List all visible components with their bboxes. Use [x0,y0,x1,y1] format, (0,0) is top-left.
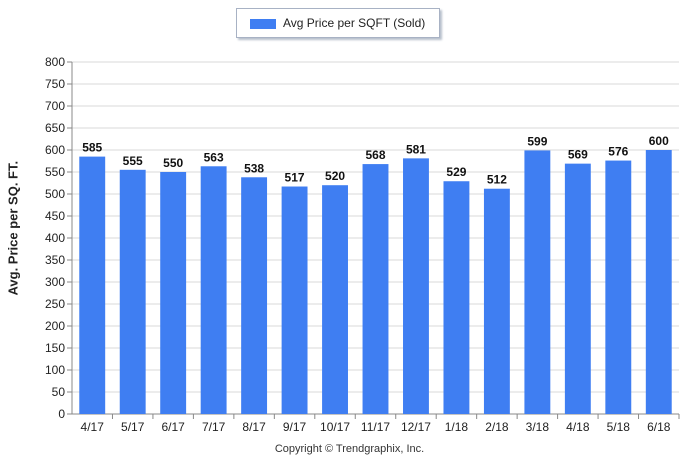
y-tick-label: 650 [45,121,65,135]
y-tick-label: 50 [52,385,66,399]
legend-swatch [250,19,276,29]
bar [281,186,308,414]
y-tick-label: 800 [45,55,65,69]
x-tick-label: 2/18 [485,420,509,434]
bar [200,166,227,414]
bar [645,150,672,414]
data-label: 529 [446,165,466,179]
bar [362,164,389,414]
x-tick-label: 8/17 [242,420,266,434]
data-label: 599 [527,134,547,148]
data-label: 568 [365,148,385,162]
bar [160,172,187,414]
y-tick-label: 400 [45,231,65,245]
bar [443,181,470,414]
bar [524,150,551,414]
y-tick-label: 300 [45,275,65,289]
y-tick-label: 150 [45,341,65,355]
x-tick-label: 6/18 [647,420,671,434]
bar [564,163,591,414]
x-tick-label: 10/17 [320,420,350,434]
bar [241,177,268,414]
data-label: 550 [163,156,183,170]
data-label: 581 [406,142,426,156]
bar [322,185,348,414]
data-label: 520 [325,169,345,183]
x-tick-label: 11/17 [361,420,390,434]
y-tick-label: 350 [45,253,65,267]
y-tick-label: 750 [45,77,65,91]
bar [403,158,429,414]
x-tick-label: 4/17 [81,420,105,434]
x-tick-label: 5/18 [607,420,631,434]
y-tick-label: 450 [45,209,65,223]
data-label: 517 [285,171,305,185]
legend: Avg Price per SQFT (Sold) [236,8,440,38]
x-tick-label: 7/17 [202,420,226,434]
data-label: 512 [487,173,507,187]
y-tick-label: 700 [45,99,65,113]
data-label: 563 [204,150,224,164]
bar [605,160,632,414]
y-tick-label: 600 [45,143,65,157]
x-tick-label: 6/17 [161,420,185,434]
y-tick-label: 250 [45,297,65,311]
bar [79,156,106,414]
copyright-text: Copyright © Trendgraphix, Inc. [274,443,425,455]
x-tick-label: 1/18 [445,420,469,434]
x-tick-label: 12/17 [401,420,431,434]
y-tick-label: 0 [58,407,65,421]
legend-label: Avg Price per SQFT (Sold) [283,16,426,30]
y-tick-label: 100 [45,363,65,377]
data-label: 555 [123,154,143,168]
x-tick-label: 9/17 [283,420,307,434]
bar [483,188,510,414]
bar [119,169,146,414]
data-label: 576 [608,145,628,159]
x-tick-label: 3/18 [526,420,550,434]
y-tick-label: 550 [45,165,65,179]
data-label: 569 [568,148,588,162]
data-label: 600 [649,134,669,148]
x-tick-label: 5/17 [121,420,145,434]
y-tick-label: 500 [45,187,65,201]
data-label: 538 [244,161,264,175]
y-tick-label: 200 [45,319,65,333]
x-tick-label: 4/18 [566,420,590,434]
data-label: 585 [82,141,102,155]
